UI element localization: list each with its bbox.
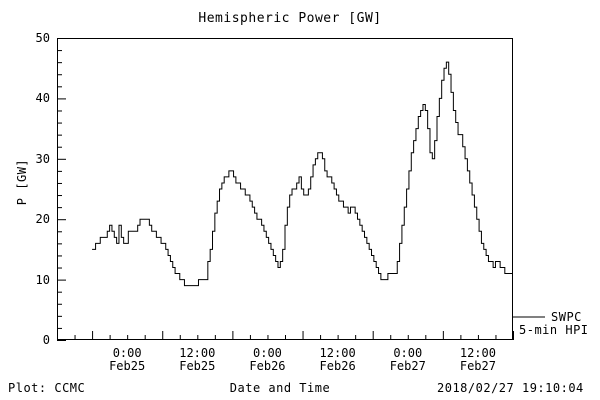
y-tick-label: 40	[35, 91, 50, 106]
x-tick-label-time: 0:00	[112, 346, 142, 360]
x-axis-title: Date and Time	[229, 381, 331, 395]
x-tick-label-time: 12:00	[459, 346, 496, 360]
plot-credit: Plot: CCMC	[8, 381, 86, 395]
data-series-swpc-5min-hpi	[57, 38, 513, 340]
legend-label-product: 5-min HPI	[519, 323, 589, 337]
y-tick-label: 50	[35, 31, 50, 45]
x-tick-label-time: 12:00	[319, 346, 356, 360]
x-tick-label-date: Feb27	[389, 359, 426, 373]
y-tick-label: 0	[42, 333, 50, 347]
x-tick-label-date: Feb25	[109, 359, 146, 373]
x-tick-label-time: 0:00	[393, 346, 423, 360]
y-tick-label: 20	[35, 212, 50, 227]
y-tick-label: 30	[35, 151, 50, 166]
y-tick-label: 10	[35, 272, 50, 287]
x-tick-label-date: Feb26	[319, 359, 356, 373]
chart-title: Hemispheric Power [GW]	[198, 11, 382, 26]
x-tick-label-time: 12:00	[179, 346, 216, 360]
x-tick-label-date: Feb25	[179, 359, 216, 373]
x-tick-label-date: Feb26	[249, 359, 286, 373]
legend-line-sample	[513, 316, 545, 318]
legend-label-source: SWPC	[551, 310, 582, 324]
generation-timestamp: 2018/02/27 19:10:04	[437, 381, 584, 395]
x-tick-label-time: 0:00	[253, 346, 282, 360]
x-tick-label-date: Feb27	[459, 359, 496, 373]
